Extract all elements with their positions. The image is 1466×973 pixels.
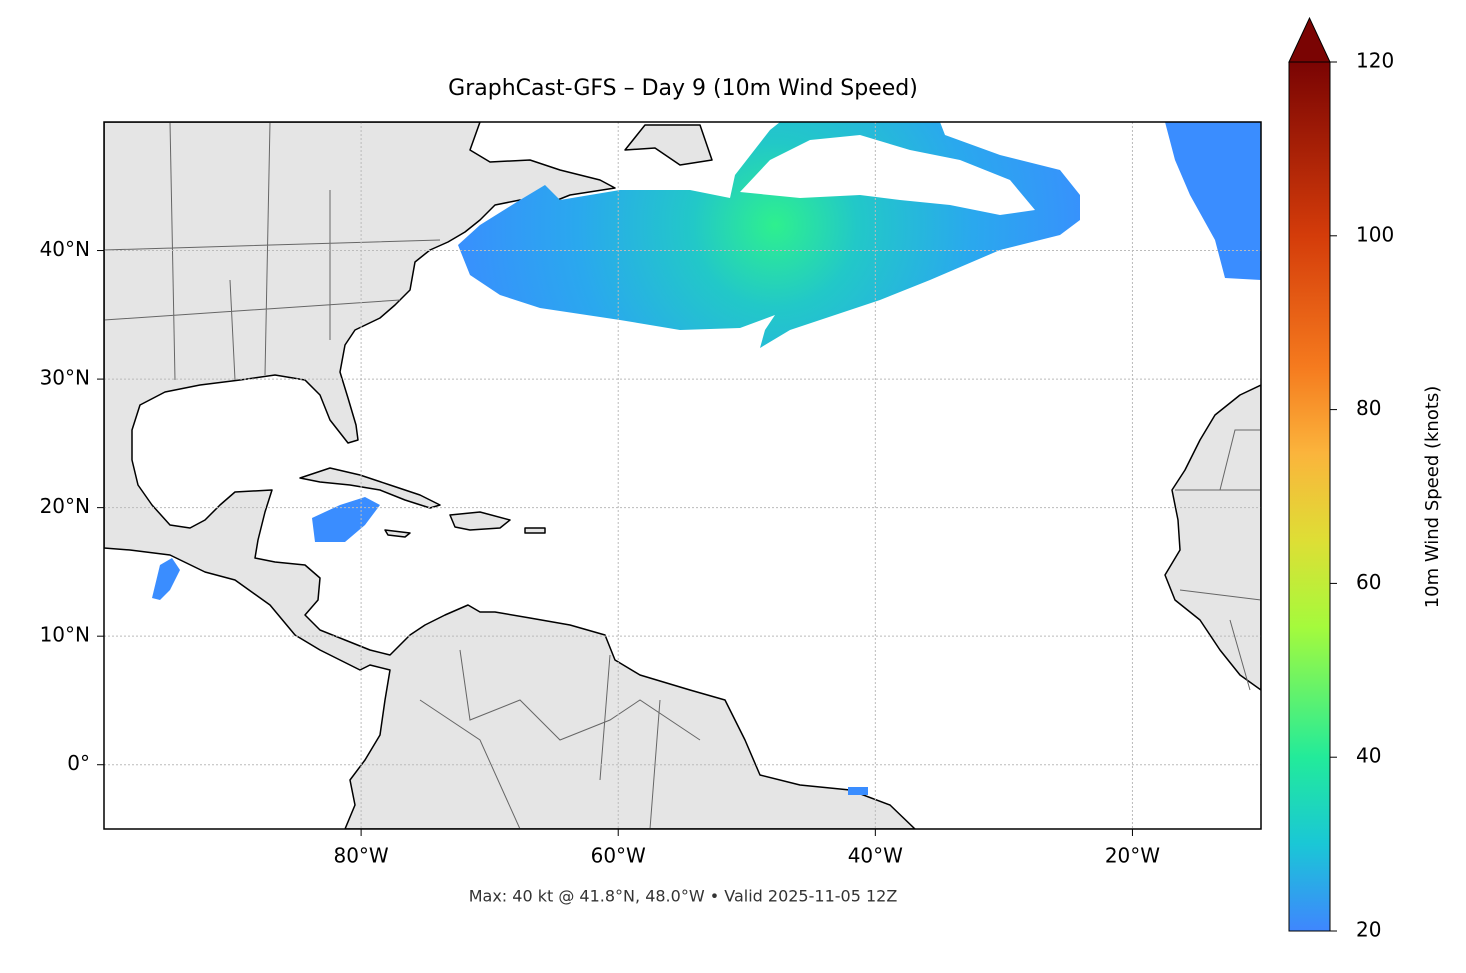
colorbar-tick-label: 60 (1356, 570, 1381, 594)
x-tick-label: 60°W (591, 844, 646, 868)
y-tick-label: 10°N (40, 623, 90, 647)
wind-field (152, 122, 1261, 795)
americas (104, 122, 916, 829)
puerto-rico (524, 527, 546, 534)
colorbar-tick-label: 20 (1356, 918, 1381, 942)
axes-frame (103, 121, 1262, 830)
hispaniola (449, 511, 511, 531)
chart-title: GraphCast-GFS – Day 9 (10m Wind Speed) (448, 76, 918, 101)
footnote: Max: 40 kt @ 41.8°N, 48.0°W • Valid 2025… (469, 887, 898, 906)
colorbar-extend (1288, 16, 1331, 63)
jamaica (384, 529, 411, 538)
x-tick-label: 80°W (333, 844, 388, 868)
colorbar-tick-label: 40 (1356, 744, 1381, 768)
x-tick-label: 40°W (848, 844, 903, 868)
colorbar-tick-label: 100 (1356, 222, 1394, 246)
cuba (299, 467, 441, 509)
colorbar (1288, 61, 1331, 932)
y-tick-label: 40°N (40, 237, 90, 261)
newfoundland (624, 124, 713, 166)
colorbar-tick-label: 80 (1356, 396, 1381, 420)
colorbar-tick-label: 120 (1356, 49, 1394, 73)
colorbar-label: 10m Wind Speed (knots) (1422, 386, 1443, 609)
map (104, 122, 1261, 829)
y-tick-label: 30°N (40, 366, 90, 390)
x-tick-label: 20°W (1105, 844, 1160, 868)
y-tick-label: 0° (67, 751, 90, 775)
africa (1164, 384, 1261, 691)
y-tick-label: 20°N (40, 494, 90, 518)
